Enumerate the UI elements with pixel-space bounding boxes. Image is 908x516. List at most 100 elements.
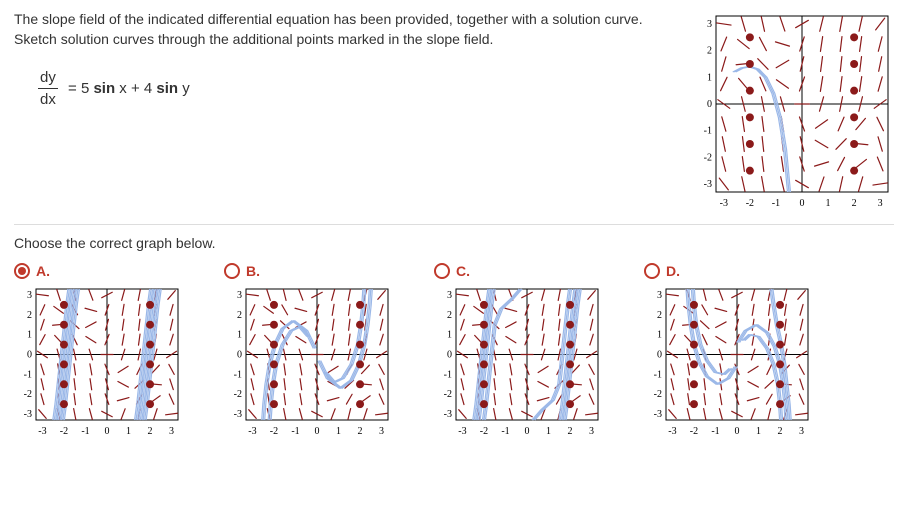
svg-text:3: 3 <box>589 426 594 437</box>
svg-text:2: 2 <box>568 426 573 437</box>
svg-text:-3: -3 <box>704 179 712 190</box>
choice-A: A. -3 -2 -1 0 1 2 3 -3 -2 -1 0 1 2 3 <box>14 263 184 438</box>
svg-text:-3: -3 <box>654 409 662 420</box>
svg-text:-2: -2 <box>270 426 278 437</box>
choices-row: A. -3 -2 -1 0 1 2 3 -3 -2 -1 0 1 2 3 B. -3 -2 -1 0 1 2 3 -3 -2 -1… <box>14 263 894 438</box>
svg-text:-1: -1 <box>654 369 662 380</box>
svg-text:0: 0 <box>707 99 712 110</box>
svg-text:3: 3 <box>169 426 174 437</box>
equation: dy dx = 5 sin x + 4 sin y <box>38 67 664 110</box>
svg-text:-2: -2 <box>60 426 68 437</box>
svg-text:1: 1 <box>27 330 32 341</box>
choice-radio[interactable] <box>644 263 660 279</box>
svg-text:3: 3 <box>237 290 242 301</box>
choice-radio[interactable] <box>14 263 30 279</box>
svg-text:-3: -3 <box>668 426 676 437</box>
main-plot: -3 -2 -1 0 1 2 3 -3 -2 -1 0 1 2 3 <box>694 10 894 210</box>
choose-label: Choose the correct graph below. <box>14 235 894 251</box>
svg-text:2: 2 <box>852 198 857 209</box>
svg-text:2: 2 <box>237 310 242 321</box>
svg-text:0: 0 <box>447 350 452 361</box>
choice-letter: A. <box>36 263 50 279</box>
svg-text:1: 1 <box>707 72 712 83</box>
svg-text:2: 2 <box>707 46 712 57</box>
svg-text:2: 2 <box>27 310 32 321</box>
choice-B: B. -3 -2 -1 0 1 2 3 -3 -2 -1 0 1 2 3 <box>224 263 394 438</box>
svg-text:-2: -2 <box>704 152 712 163</box>
svg-text:-2: -2 <box>480 426 488 437</box>
svg-text:2: 2 <box>148 426 153 437</box>
choice-header: B. <box>224 263 394 279</box>
divider <box>14 224 894 225</box>
svg-text:-1: -1 <box>501 426 509 437</box>
choice-plot: -3-2-10123-3-2-10123 <box>644 283 814 438</box>
svg-text:0: 0 <box>27 350 32 361</box>
choice-plot: -3 -2 -1 0 1 2 3 -3 -2 -1 0 1 2 3 <box>14 283 184 438</box>
svg-text:3: 3 <box>379 426 384 437</box>
problem-text: The slope field of the indicated differe… <box>14 10 664 110</box>
svg-text:2: 2 <box>447 310 452 321</box>
choice-header: A. <box>14 263 184 279</box>
choice-plot: -3 -2 -1 0 1 2 3 -3 -2 -1 0 1 2 3 <box>224 283 394 438</box>
svg-text:2: 2 <box>358 426 363 437</box>
svg-text:1: 1 <box>447 330 452 341</box>
svg-text:1: 1 <box>756 426 761 437</box>
svg-text:0: 0 <box>237 350 242 361</box>
svg-text:-3: -3 <box>24 409 32 420</box>
svg-text:3: 3 <box>27 290 32 301</box>
eq-den: dx <box>38 89 58 110</box>
choice-letter: D. <box>666 263 680 279</box>
svg-text:-3: -3 <box>248 426 256 437</box>
choice-plot: -3 -2 -1 0 1 2 3 -3 -2 -1 0 1 2 3 <box>434 283 604 438</box>
svg-text:-2: -2 <box>444 389 452 400</box>
svg-text:-2: -2 <box>746 198 754 209</box>
svg-text:-2: -2 <box>24 389 32 400</box>
svg-text:0: 0 <box>800 198 805 209</box>
svg-text:-3: -3 <box>444 409 452 420</box>
svg-text:2: 2 <box>778 426 783 437</box>
svg-text:-3: -3 <box>458 426 466 437</box>
svg-text:-3: -3 <box>38 426 46 437</box>
svg-text:0: 0 <box>315 426 320 437</box>
svg-text:0: 0 <box>105 426 110 437</box>
problem-statement: The slope field of the indicated differe… <box>14 10 664 49</box>
choice-letter: C. <box>456 263 470 279</box>
svg-text:3: 3 <box>657 290 662 301</box>
svg-text:0: 0 <box>657 350 662 361</box>
svg-text:-3: -3 <box>234 409 242 420</box>
svg-text:-1: -1 <box>711 426 719 437</box>
svg-text:-1: -1 <box>772 198 780 209</box>
svg-text:-1: -1 <box>234 369 242 380</box>
eq-rhs: = 5 sin x + 4 sin y <box>68 80 190 97</box>
svg-text:0: 0 <box>735 426 740 437</box>
svg-text:-2: -2 <box>234 389 242 400</box>
svg-text:-1: -1 <box>444 369 452 380</box>
svg-text:3: 3 <box>799 426 804 437</box>
choice-header: D. <box>644 263 814 279</box>
svg-text:-3: -3 <box>720 198 728 209</box>
svg-text:3: 3 <box>878 198 883 209</box>
svg-text:1: 1 <box>336 426 341 437</box>
choice-D: D.-3-2-10123-3-2-10123 <box>644 263 814 438</box>
svg-text:0: 0 <box>525 426 530 437</box>
choice-letter: B. <box>246 263 260 279</box>
svg-text:-1: -1 <box>24 369 32 380</box>
svg-text:1: 1 <box>657 330 662 341</box>
svg-text:2: 2 <box>657 310 662 321</box>
svg-text:1: 1 <box>546 426 551 437</box>
svg-text:1: 1 <box>126 426 131 437</box>
choice-radio[interactable] <box>434 263 450 279</box>
svg-text:-1: -1 <box>704 126 712 137</box>
svg-text:-1: -1 <box>291 426 299 437</box>
choice-header: C. <box>434 263 604 279</box>
svg-text:-1: -1 <box>81 426 89 437</box>
svg-text:-2: -2 <box>654 389 662 400</box>
main-slope-field: -3 -2 -1 0 1 2 3 -3 -2 -1 0 1 2 3 <box>694 10 894 210</box>
choice-radio[interactable] <box>224 263 240 279</box>
svg-text:1: 1 <box>826 198 831 209</box>
eq-num: dy <box>38 67 58 89</box>
choice-C: C. -3 -2 -1 0 1 2 3 -3 -2 -1 0 1 2 3 <box>434 263 604 438</box>
svg-text:3: 3 <box>707 19 712 30</box>
svg-text:3: 3 <box>447 290 452 301</box>
svg-text:1: 1 <box>237 330 242 341</box>
